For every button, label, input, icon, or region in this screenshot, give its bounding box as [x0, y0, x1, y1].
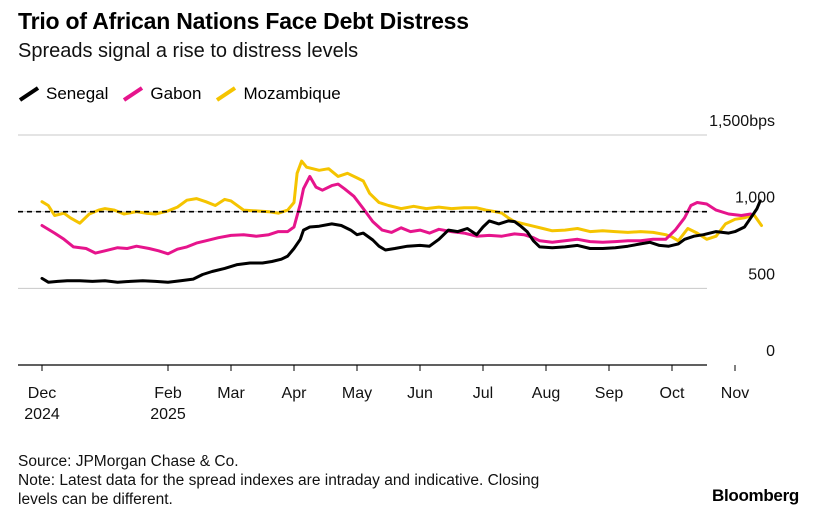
- x-tick-label: Nov: [721, 385, 749, 402]
- legend-line-gabon: [123, 86, 144, 102]
- bloomberg-logo: Bloomberg: [711, 486, 799, 505]
- note-line-1: Note: Latest data for the spread indexes…: [18, 472, 540, 489]
- x-tick-label-year: 2024: [24, 406, 60, 423]
- x-tick-label: Sep: [595, 385, 624, 402]
- source-note: Source: JPMorgan Chase & Co. Note: Lates…: [18, 452, 539, 509]
- note-line-2: levels can be different.: [18, 491, 173, 508]
- legend-item-gabon: Gabon: [122, 84, 201, 104]
- legend-swatch-senegal: [18, 86, 40, 102]
- x-tick-label-year: 2025: [150, 406, 186, 423]
- legend-label-mozambique: Mozambique: [243, 84, 341, 103]
- series-line-gabon: [40, 174, 753, 256]
- legend-swatch-mozambique: [215, 86, 237, 102]
- x-tick-label: Dec: [28, 385, 56, 402]
- x-tick-label: Apr: [282, 385, 308, 402]
- source-text: Source: JPMorgan Chase & Co.: [18, 453, 239, 470]
- series-line-senegal: [40, 199, 762, 284]
- x-tick-label: Aug: [532, 385, 560, 402]
- legend-item-senegal: Senegal: [18, 84, 108, 104]
- x-tick-label: Jun: [407, 385, 433, 402]
- x-tick-label: Feb: [154, 385, 182, 402]
- y-tick-label: 1,000: [735, 190, 775, 207]
- y-tick-label: 500: [748, 266, 775, 283]
- x-tick-label: Jul: [473, 385, 493, 402]
- legend-swatch-gabon: [122, 86, 144, 102]
- chart-subtitle: Spreads signal a rise to distress levels: [18, 40, 359, 62]
- legend-label-gabon: Gabon: [150, 84, 202, 103]
- chart-title: Trio of African Nations Face Debt Distre…: [18, 8, 469, 34]
- series-line-mozambique: [40, 159, 763, 243]
- x-tick-label: May: [342, 385, 372, 402]
- legend-line-senegal: [18, 86, 40, 102]
- legend-line-mozambique: [216, 86, 237, 102]
- legend-item-mozambique: Mozambique: [215, 84, 341, 104]
- x-tick-label: Mar: [217, 385, 245, 402]
- y-tick-label: 1,500bps: [709, 113, 775, 130]
- legend: Senegal Gabon Mozambique: [18, 84, 355, 104]
- x-tick-label: Oct: [660, 385, 685, 402]
- y-tick-label: 0: [766, 343, 775, 360]
- legend-label-senegal: Senegal: [46, 84, 109, 103]
